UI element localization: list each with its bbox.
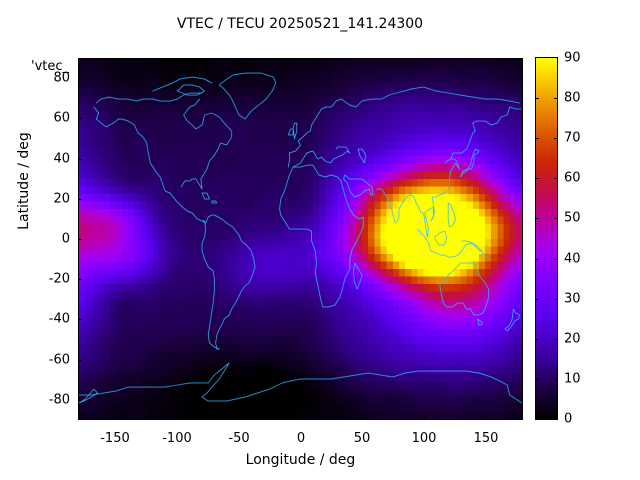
latitude-tick-label: 0 <box>61 231 70 247</box>
colorbar-tick-label: 50 <box>564 210 581 226</box>
latitude-tick-label: -40 <box>48 311 70 327</box>
latitude-tick-label: 80 <box>53 70 70 86</box>
colorbar-tick-mark <box>554 218 558 219</box>
latitude-tick-mark <box>78 279 82 280</box>
map-axes <box>78 58 523 420</box>
longitude-tick-label: -100 <box>162 431 192 446</box>
colorbar-gradient <box>536 58 557 419</box>
latitude-tick-mark <box>78 239 82 240</box>
latitude-tick-mark <box>78 400 82 401</box>
colorbar-tick-label: 10 <box>564 371 581 387</box>
longitude-tick-mark <box>486 416 487 420</box>
longitude-tick-mark <box>301 416 302 420</box>
longitude-tick-label: -150 <box>100 431 130 446</box>
colorbar-tick-mark <box>554 259 558 260</box>
longitude-tick-mark <box>115 416 116 420</box>
longitude-tick-mark <box>362 416 363 420</box>
colorbar-tick-label: 0 <box>564 411 573 427</box>
latitude-tick-label: -60 <box>48 352 70 368</box>
latitude-tick-mark <box>78 319 82 320</box>
colorbar <box>535 57 558 420</box>
latitude-tick-label: -80 <box>48 392 70 408</box>
colorbar-tick-mark <box>535 299 539 300</box>
colorbar-tick-mark <box>554 178 558 179</box>
colorbar-tick-mark <box>535 339 539 340</box>
latitude-tick-mark <box>78 118 82 119</box>
y-axis-label: Latitude / deg <box>16 132 32 230</box>
colorbar-tick-label: 60 <box>564 170 581 186</box>
latitude-tick-mark <box>78 159 82 160</box>
x-axis-label: Longitude / deg <box>245 452 356 468</box>
colorbar-tick-label: 20 <box>564 331 581 347</box>
colorbar-tick-label: 90 <box>564 50 581 66</box>
colorbar-tick-mark <box>554 379 558 380</box>
colorbar-tick-mark <box>554 98 558 99</box>
latitude-tick-label: 20 <box>53 191 70 207</box>
colorbar-tick-mark <box>554 138 558 139</box>
colorbar-tick-mark <box>535 218 539 219</box>
coastline-overlay <box>79 59 522 419</box>
stray-clipped-annotation: 'vtec_ <box>31 59 70 74</box>
longitude-tick-label: 0 <box>296 431 306 446</box>
colorbar-tick-label: 70 <box>564 130 581 146</box>
page-title: VTEC / TECU 20250521_141.24300 <box>176 16 424 32</box>
longitude-tick-mark <box>177 416 178 420</box>
longitude-tick-label: -50 <box>228 431 250 446</box>
longitude-tick-mark <box>239 416 240 420</box>
latitude-tick-mark <box>78 360 82 361</box>
colorbar-tick-label: 80 <box>564 90 581 106</box>
colorbar-tick-mark <box>535 178 539 179</box>
colorbar-tick-label: 30 <box>564 291 581 307</box>
colorbar-tick-mark <box>554 299 558 300</box>
latitude-tick-label: 60 <box>53 110 70 126</box>
latitude-tick-mark <box>78 78 82 79</box>
longitude-tick-mark <box>424 416 425 420</box>
latitude-tick-label: 40 <box>53 151 70 167</box>
colorbar-tick-label: 40 <box>564 251 581 267</box>
colorbar-tick-mark <box>554 339 558 340</box>
latitude-tick-mark <box>78 199 82 200</box>
longitude-tick-label: 50 <box>353 431 371 446</box>
longitude-tick-label: 150 <box>473 431 499 446</box>
colorbar-tick-mark <box>535 138 539 139</box>
latitude-tick-label: -20 <box>48 271 70 287</box>
colorbar-tick-mark <box>535 98 539 99</box>
longitude-tick-label: 100 <box>411 431 437 446</box>
colorbar-tick-mark <box>535 379 539 380</box>
colorbar-tick-mark <box>535 259 539 260</box>
